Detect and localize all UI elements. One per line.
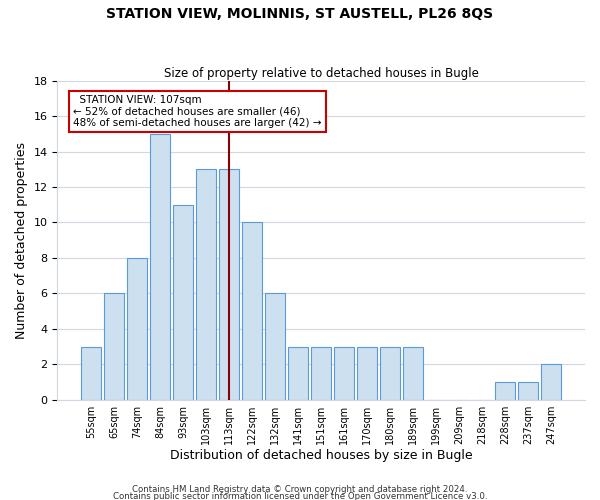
Bar <box>518 382 538 400</box>
Bar <box>265 294 285 400</box>
Bar <box>496 382 515 400</box>
Bar <box>358 346 377 400</box>
Bar <box>82 346 101 400</box>
Title: Size of property relative to detached houses in Bugle: Size of property relative to detached ho… <box>164 66 479 80</box>
Bar <box>380 346 400 400</box>
Bar <box>104 294 124 400</box>
Bar <box>220 170 239 400</box>
Bar <box>311 346 331 400</box>
Bar <box>242 222 262 400</box>
Bar <box>151 134 170 400</box>
Text: Contains public sector information licensed under the Open Government Licence v3: Contains public sector information licen… <box>113 492 487 500</box>
Bar <box>334 346 354 400</box>
Bar <box>127 258 147 400</box>
Bar <box>403 346 423 400</box>
Text: Contains HM Land Registry data © Crown copyright and database right 2024.: Contains HM Land Registry data © Crown c… <box>132 486 468 494</box>
Text: STATION VIEW: 107sqm
← 52% of detached houses are smaller (46)
48% of semi-detac: STATION VIEW: 107sqm ← 52% of detached h… <box>73 95 322 128</box>
Text: STATION VIEW, MOLINNIS, ST AUSTELL, PL26 8QS: STATION VIEW, MOLINNIS, ST AUSTELL, PL26… <box>106 8 494 22</box>
Bar <box>289 346 308 400</box>
Bar <box>196 170 216 400</box>
Bar <box>541 364 561 400</box>
Bar <box>173 204 193 400</box>
X-axis label: Distribution of detached houses by size in Bugle: Distribution of detached houses by size … <box>170 450 473 462</box>
Y-axis label: Number of detached properties: Number of detached properties <box>15 142 28 338</box>
